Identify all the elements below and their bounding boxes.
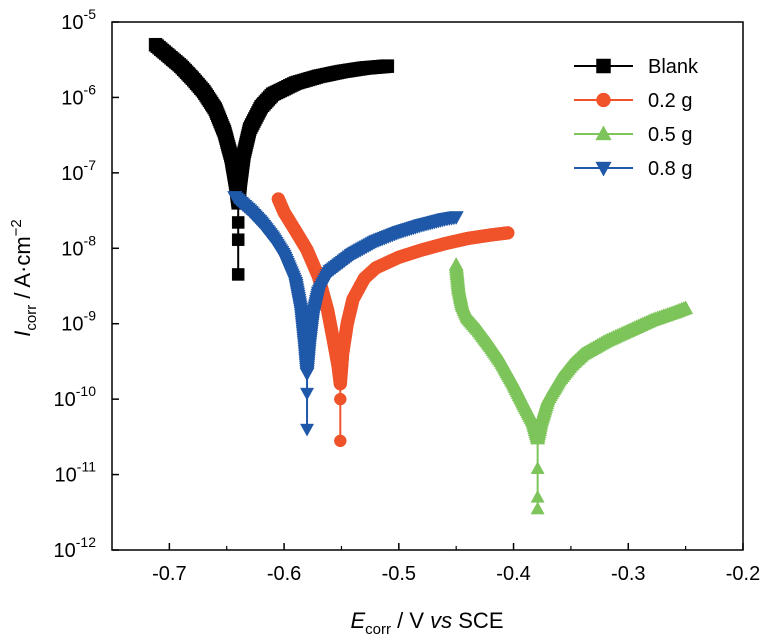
data-point xyxy=(530,461,545,474)
series-blank xyxy=(148,37,395,281)
data-point xyxy=(231,233,245,246)
plot-frame xyxy=(111,21,744,551)
axes-layer: -0.7 -0.6 -0.5 -0.4 -0.3 -0.2 10-12 10-11 10-10 1… xyxy=(54,6,761,585)
data-point xyxy=(334,434,347,448)
data-point xyxy=(231,268,245,281)
y-tick-label: 10-7 xyxy=(61,157,96,185)
x-tick-label: -0.3 xyxy=(611,563,645,585)
legend-marker xyxy=(596,92,611,108)
data-point xyxy=(501,226,515,240)
data-point xyxy=(448,211,464,225)
x-tick-label: -0.5 xyxy=(382,563,416,585)
y-tick-label: 10-8 xyxy=(61,232,96,260)
data-point xyxy=(678,300,694,315)
data-point xyxy=(300,387,315,401)
series-0-5-g xyxy=(448,257,694,515)
data-point xyxy=(334,392,347,406)
legend: Blank 0.2 g 0.5 g 0.8 g xyxy=(574,56,699,180)
legend-marker xyxy=(596,58,611,74)
series-0-8-g xyxy=(227,191,464,437)
series-0-2-g xyxy=(271,192,515,448)
data-point xyxy=(530,431,545,444)
data-point xyxy=(334,377,347,390)
x-tick-label: -0.7 xyxy=(152,563,186,585)
y-tick-label: 10-5 xyxy=(61,6,96,34)
x-tick-label: -0.2 xyxy=(726,563,760,585)
legend-label: Blank xyxy=(648,56,699,78)
legend-marker xyxy=(595,125,612,141)
y-tick-label: 10-12 xyxy=(54,534,97,562)
data-point xyxy=(300,367,315,381)
y-axis-title: Icorr / A·cm−2 xyxy=(8,219,40,337)
legend-label: 0.8 g xyxy=(648,158,692,180)
x-tick-label: -0.6 xyxy=(267,563,301,585)
data-point xyxy=(231,216,245,229)
y-tick-label: 10-9 xyxy=(61,308,96,336)
data-point xyxy=(530,489,545,503)
data-point xyxy=(530,501,545,515)
series-layer xyxy=(148,37,694,515)
x-tick-label: -0.4 xyxy=(496,563,530,585)
y-tick-label: 10-6 xyxy=(61,81,96,109)
data-point xyxy=(380,59,395,73)
y-tick-label: 10-11 xyxy=(55,459,97,487)
y-tick-label: 10-10 xyxy=(54,383,97,411)
data-point xyxy=(300,423,315,437)
legend-label: 0.5 g xyxy=(648,124,692,146)
legend-marker xyxy=(595,161,612,177)
x-axis-title: Ecorr / V vs SCE xyxy=(350,608,503,638)
legend-label: 0.2 g xyxy=(648,90,692,112)
